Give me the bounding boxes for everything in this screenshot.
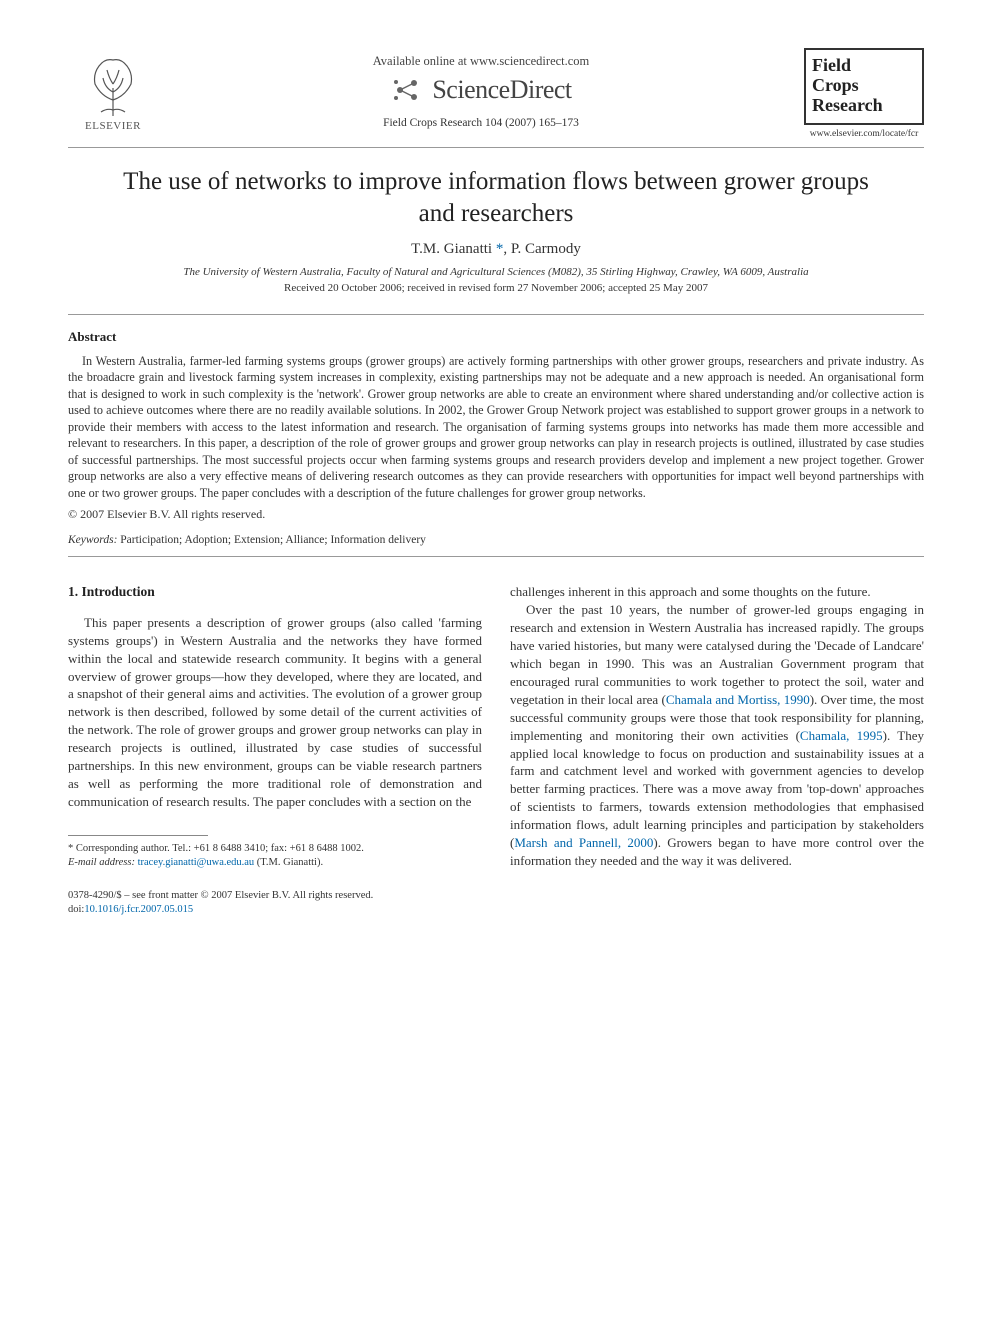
doi-value[interactable]: 10.1016/j.fcr.2007.05.015 (84, 904, 193, 915)
journal-cover-box: Field Crops Research (804, 48, 924, 125)
corresponding-author-footnote: * Corresponding author. Tel.: +61 8 6488… (68, 842, 482, 869)
abstract-text: In Western Australia, farmer-led farming… (68, 353, 924, 501)
footnote-rule (68, 835, 208, 836)
keywords-label: Keywords: (68, 534, 117, 546)
article-title: The use of networks to improve informati… (108, 166, 884, 229)
intro-right-p2c: ). They applied local knowledge to focus… (510, 728, 924, 851)
sciencedirect-row: ScienceDirect (158, 73, 804, 107)
footnote-email[interactable]: tracey.gianatti@uwa.edu.au (135, 857, 254, 868)
abstract-bottom-rule (68, 556, 924, 557)
article-dates: Received 20 October 2006; received in re… (68, 282, 924, 294)
authors-line: T.M. Gianatti *, P. Carmody (68, 241, 924, 258)
page-header: ELSEVIER Available online at www.science… (68, 48, 924, 139)
issn-line: 0378-4290/$ – see front matter © 2007 El… (68, 889, 482, 903)
citation-marsh-pannell-2000[interactable]: Marsh and Pannell, 2000 (514, 835, 653, 850)
footnote-corr: * Corresponding author. Tel.: +61 8 6488… (68, 842, 482, 856)
header-rule (68, 147, 924, 148)
sciencedirect-icon (390, 73, 424, 107)
citation-chamala-1995[interactable]: Chamala, 1995 (800, 728, 883, 743)
left-column: 1. Introduction This paper presents a de… (68, 583, 482, 917)
journal-url: www.elsevier.com/locate/fcr (804, 129, 924, 139)
header-center: Available online at www.sciencedirect.co… (158, 48, 804, 129)
journal-name-line3: Research (812, 96, 916, 116)
publisher-logo-block: ELSEVIER (68, 48, 158, 132)
right-column: challenges inherent in this approach and… (510, 583, 924, 917)
intro-left-p1: This paper presents a description of gro… (68, 614, 482, 811)
footnote-email-tail: (T.M. Gianatti). (254, 857, 323, 868)
authors-text: T.M. Gianatti *, P. Carmody (411, 241, 581, 257)
citation-chamala-mortiss-1990[interactable]: Chamala and Mortiss, 1990 (666, 692, 810, 707)
abstract-heading: Abstract (68, 329, 924, 345)
publisher-label: ELSEVIER (85, 120, 141, 132)
abstract-body: In Western Australia, farmer-led farming… (68, 353, 924, 501)
keywords-text: Participation; Adoption; Extension; Alli… (117, 534, 426, 546)
section-heading-intro: 1. Introduction (68, 583, 482, 602)
available-online-text: Available online at www.sciencedirect.co… (158, 54, 804, 69)
journal-name-line2: Crops (812, 76, 916, 96)
journal-cover-block: Field Crops Research www.elsevier.com/lo… (804, 48, 924, 139)
doi-line: doi:10.1016/j.fcr.2007.05.015 (68, 903, 482, 917)
elsevier-tree-icon (83, 48, 143, 118)
body-columns: 1. Introduction This paper presents a de… (68, 583, 924, 917)
footer-block: 0378-4290/$ – see front matter © 2007 El… (68, 889, 482, 916)
intro-right-p2: Over the past 10 years, the number of gr… (510, 601, 924, 870)
keywords-line: Keywords: Participation; Adoption; Exten… (68, 534, 924, 546)
footnote-email-line: E-mail address: tracey.gianatti@uwa.edu.… (68, 856, 482, 870)
doi-label: doi: (68, 904, 84, 915)
journal-reference: Field Crops Research 104 (2007) 165–173 (158, 117, 804, 129)
affiliation: The University of Western Australia, Fac… (68, 266, 924, 278)
footnote-email-label: E-mail address: (68, 857, 135, 868)
sciencedirect-label: ScienceDirect (432, 75, 571, 105)
journal-name-line1: Field (812, 56, 916, 76)
intro-right-p1: challenges inherent in this approach and… (510, 583, 924, 601)
abstract-copyright: © 2007 Elsevier B.V. All rights reserved… (68, 507, 924, 522)
abstract-top-rule (68, 314, 924, 315)
